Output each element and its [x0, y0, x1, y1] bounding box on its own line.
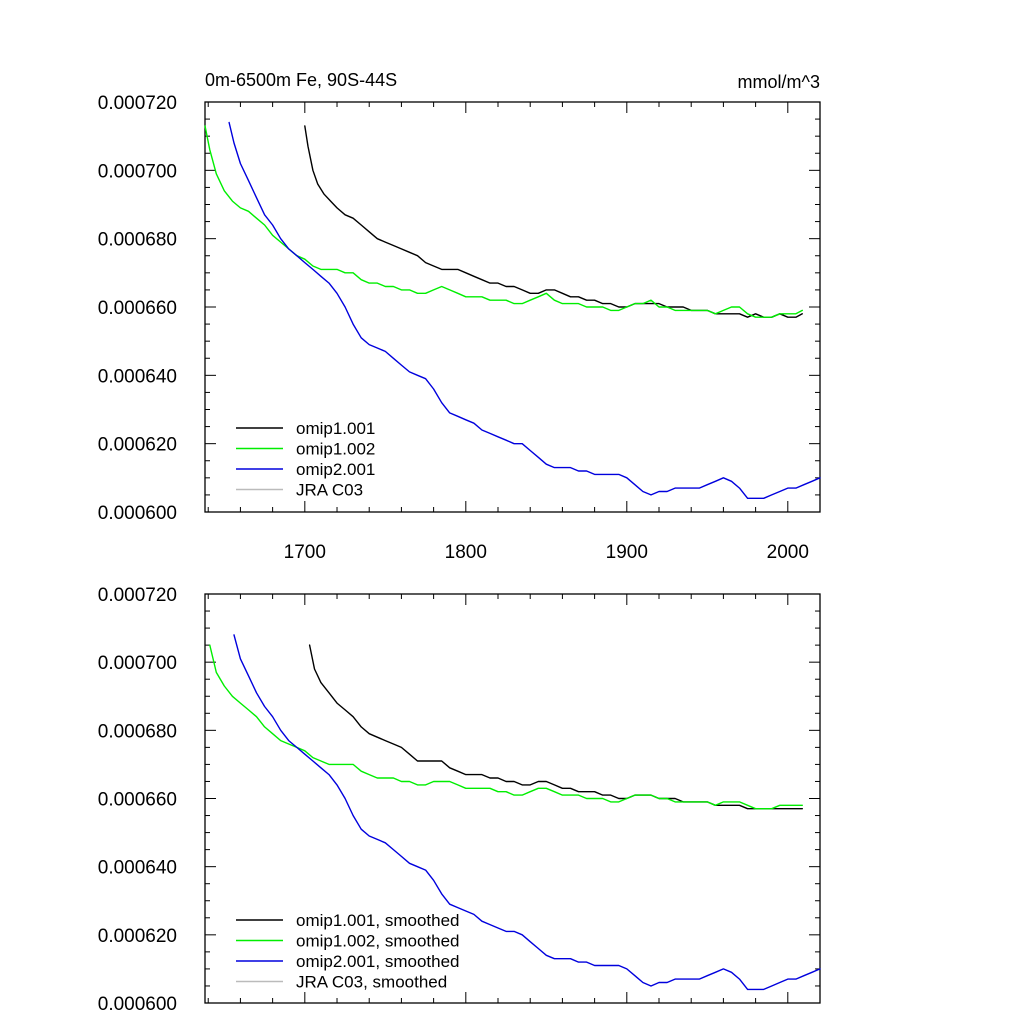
y-tick-label: 0.000620 [98, 435, 177, 456]
legend-label: omip1.002, smoothed [296, 932, 460, 951]
series-line-omip1-001 [308, 644, 803, 810]
y-tick-label: 0.000680 [98, 230, 177, 251]
chart-panel-1: 0.000600 0.000620 0.000640 0.000660 0.000680… [98, 70, 821, 563]
y-tick-label: 0.000640 [98, 366, 177, 387]
x-tick-label: 1700 [284, 542, 326, 563]
legend-label: omip2.001 [296, 460, 375, 479]
series-line-omip1-001 [304, 125, 803, 318]
y-tick-label: 0.000600 [98, 994, 177, 1015]
y-tick-label: 0.000640 [98, 858, 177, 879]
y-tick-label: 0.000680 [98, 721, 177, 742]
legend: omip1.001, smoothed omip1.002, smoothedom… [236, 911, 460, 992]
y-tick-label: 0.000600 [98, 503, 177, 524]
x-tick-label: 1800 [445, 542, 487, 563]
y-tick-label: 0.000720 [98, 93, 177, 114]
y-tick-label: 0.000620 [98, 926, 177, 947]
series-line-omip1-002 [209, 644, 803, 810]
series-line-omip2-001 [228, 121, 821, 499]
y-tick-label: 0.000700 [98, 653, 177, 674]
units-label: mmol/m^3 [738, 72, 820, 92]
legend-label: JRA C03 [296, 481, 363, 500]
legend-label: JRA C03, smoothed [296, 973, 447, 992]
legend-label: omip1.001, smoothed [296, 911, 460, 930]
legend-label: omip2.001, smoothed [296, 952, 460, 971]
y-tick-label: 0.000660 [98, 790, 177, 811]
chart-title: 0m-6500m Fe, 90S-44S [205, 70, 397, 90]
series-line-omip2-001 [233, 634, 821, 991]
y-tick-label: 0.000720 [98, 585, 177, 606]
legend-label: omip1.001 [296, 419, 375, 438]
legend-label: omip1.002 [296, 440, 375, 459]
y-tick-label: 0.000660 [98, 298, 177, 319]
series-line-omip1-002 [204, 125, 803, 318]
x-tick-label: 2000 [767, 542, 809, 563]
x-tick-label: 1900 [606, 542, 648, 563]
y-tick-label: 0.000700 [98, 161, 177, 182]
chart-panel-2: 0.000600 0.000620 0.000640 0.000660 0.000680… [98, 585, 821, 1015]
